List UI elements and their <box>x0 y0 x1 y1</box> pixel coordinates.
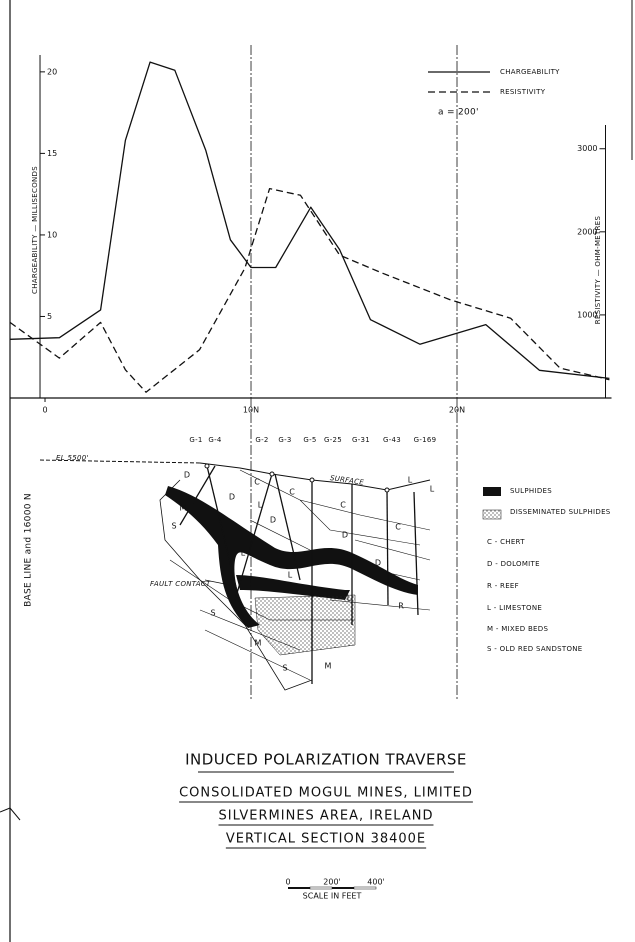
y2-tick-label: 3000 <box>577 144 597 153</box>
y2-axis-title: RESISTIVITY — OHM-METRES <box>594 216 602 325</box>
drill-hole <box>206 465 246 626</box>
formation-label: L <box>288 571 293 580</box>
section-legend-label: C - CHERT <box>487 538 525 546</box>
series-line <box>9 187 610 393</box>
y2-tick-label: 1000 <box>577 310 597 319</box>
section-legend-label: R - REEF <box>487 582 519 590</box>
subtitle: SILVERMINES AREA, IRELAND <box>219 809 434 824</box>
legend-swatch <box>483 487 501 496</box>
title: INDUCED POLARIZATION TRAVERSE <box>185 751 467 769</box>
formation-label: L <box>408 476 413 485</box>
scale-label: SCALE IN FEET <box>303 892 362 901</box>
scale-tick-label: 200' <box>323 878 340 887</box>
drill-hole-label: G-31 <box>352 436 370 444</box>
section-legend-label: M - MIXED BEDS <box>487 625 548 633</box>
formation-label: M <box>255 639 262 648</box>
x-tick-label: 0 <box>42 406 47 415</box>
drill-hole-label: G-3 <box>278 436 291 444</box>
title-lines: CONSOLIDATED MOGUL MINES, LIMITED SILVERM… <box>179 786 473 849</box>
scale-segment <box>332 887 354 889</box>
leader <box>204 579 231 586</box>
formation-label: L <box>258 501 263 510</box>
formation-label: L <box>241 549 246 558</box>
scale-segment <box>353 886 377 890</box>
formation-label: D <box>342 531 348 540</box>
y-tick-label: 5 <box>47 312 52 321</box>
formation-label: D <box>229 493 235 502</box>
scale-tick-label: 400' <box>367 878 384 887</box>
drill-hole-labels: G-1 G-4 G-2 G-3 G-5 G-25 G-31 G-43 G-169 <box>189 436 436 444</box>
y-tick-label: 20 <box>47 67 57 76</box>
geologic-section: EL 5500' BASE LINE and 16000 N SURFACE F… <box>24 454 502 691</box>
surface-line <box>199 462 431 491</box>
y-axis-title: CHARGEABILITY — MILLISECONDS <box>31 166 39 294</box>
drill-hole <box>413 491 419 616</box>
subtitle: VERTICAL SECTION 38400E <box>226 832 426 847</box>
fault-label: FAULT CONTACT <box>150 580 211 588</box>
formation-label: C <box>289 488 295 497</box>
annotation: a = 200' <box>438 108 479 118</box>
legend-label: CHARGEABILITY <box>500 68 560 76</box>
drill-hole-label: G-169 <box>414 436 437 444</box>
subtitle: CONSOLIDATED MOGUL MINES, LIMITED <box>179 786 473 801</box>
drill-hole-label: G-43 <box>383 436 401 444</box>
disseminated-zone <box>254 594 356 656</box>
formation-label: S <box>210 609 215 618</box>
series-line <box>9 61 610 380</box>
sulphide-lens <box>236 575 350 600</box>
section-legend-label: DISSEMINATED SULPHIDES <box>510 508 611 516</box>
y-tick-label: 10 <box>47 230 57 239</box>
formation-label: L <box>347 594 352 603</box>
section-legend-label: S - OLD RED SANDSTONE <box>487 645 583 653</box>
y-tick-label: 15 <box>47 149 57 158</box>
formation-label: D <box>375 559 381 568</box>
formation-label: D <box>184 471 190 480</box>
drill-hole-label: G-4 <box>208 436 222 444</box>
formation-label: C <box>340 501 346 510</box>
surface-label: SURFACE <box>329 474 364 487</box>
drill-hole <box>179 465 216 526</box>
elevation-line <box>39 459 201 464</box>
drill-hole-label: G-25 <box>324 436 342 444</box>
legend-label: RESISTIVITY <box>500 88 546 96</box>
frame-mark <box>0 807 21 821</box>
elevation-label: EL 5500' <box>56 454 89 462</box>
formation-label: S <box>282 664 287 673</box>
sulphide-body <box>165 486 418 628</box>
y2-tick-label: 2000 <box>577 227 597 236</box>
drill-hole <box>274 473 301 581</box>
scale-segment <box>288 887 310 889</box>
formation-label: M <box>180 504 187 513</box>
drill-hole <box>386 489 389 606</box>
collar <box>309 477 315 483</box>
scale-bar <box>288 886 377 890</box>
drill-hole-label: G-1 <box>189 436 202 444</box>
baseline-label: BASE LINE and 16000 N <box>24 493 34 607</box>
formation-label: D <box>270 516 276 525</box>
section-legend: SULPHIDES DISSEMINATED SULPHIDES C - CHERT… <box>487 487 611 653</box>
formation-label: L <box>430 485 435 494</box>
scale-tick-label: 0 <box>285 878 290 887</box>
formation-label: S <box>171 522 176 531</box>
collar <box>204 463 210 469</box>
formation-label: C <box>395 523 401 532</box>
legend-swatch <box>482 509 502 520</box>
scale-labels: 0 200' 400' SCALE IN FEET <box>285 878 384 901</box>
section-legend-label: L - LIMESTONE <box>487 604 542 612</box>
collar <box>384 487 390 493</box>
formation-label: R <box>398 602 404 611</box>
formation-label: M <box>325 662 332 671</box>
section-legend-label: D - DOLOMITE <box>487 560 540 568</box>
drill-hole <box>234 473 273 601</box>
collar <box>269 471 275 477</box>
drill-hole-label: G-5 <box>303 436 316 444</box>
drill-hole-label: G-2 <box>255 436 268 444</box>
formation-label: C <box>254 478 260 487</box>
scale-segment <box>309 886 333 890</box>
section-legend-label: SULPHIDES <box>510 487 552 495</box>
